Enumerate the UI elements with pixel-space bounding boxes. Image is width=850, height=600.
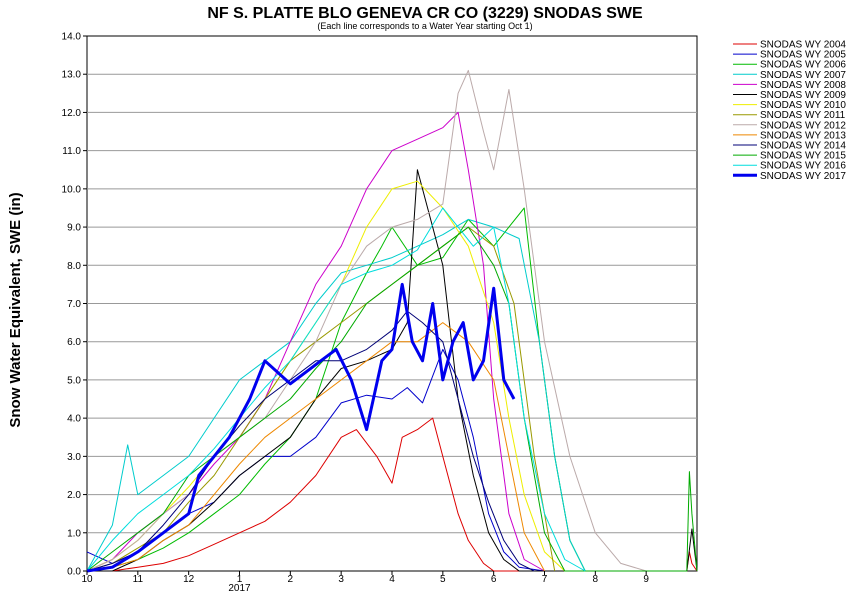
legend-label: SNODAS WY 2010 <box>760 100 846 111</box>
legend-label: SNODAS WY 2012 <box>760 120 846 131</box>
series-line-snodas-wy-2013 <box>86 322 545 572</box>
x-tick-label: 11 <box>133 574 144 585</box>
y-tick-label: 4.0 <box>67 414 81 425</box>
y-tick-label: 10.0 <box>62 184 82 195</box>
x-tick-label: 7 <box>542 574 548 585</box>
series-line-snodas-wy-2011 <box>86 226 556 572</box>
series-line-snodas-wy-2016 <box>86 207 586 572</box>
y-tick-label: 8.0 <box>67 261 81 272</box>
x-tick-label: 2 <box>288 574 294 585</box>
y-tick-label: 9.0 <box>67 223 81 234</box>
series-line-snodas-wy-2007 <box>86 218 586 572</box>
y-tick-label: 1.0 <box>67 528 81 539</box>
y-tick-label: 6.0 <box>67 337 81 348</box>
x-tick-label: 3 <box>338 574 344 585</box>
x-tick-label: 10 <box>81 574 93 585</box>
legend-label: SNODAS WY 2007 <box>760 70 846 81</box>
series-line-snodas-wy-2014 <box>86 310 535 572</box>
y-axis-label: Snow Water Equivalent, SWE (in) <box>7 192 24 427</box>
legend-label: SNODAS WY 2009 <box>760 90 846 101</box>
legend-label: SNODAS WY 2017 <box>760 171 846 182</box>
x-tick-label: 1 <box>237 574 243 585</box>
y-tick-label: 5.0 <box>67 375 81 386</box>
y-tick-label: 0.0 <box>67 567 81 578</box>
legend-label: SNODAS WY 2006 <box>760 60 846 71</box>
x-year-label: 2017 <box>228 583 251 594</box>
y-tick-label: 3.0 <box>67 452 81 463</box>
x-tick-label: 12 <box>183 574 195 585</box>
legend-label: SNODAS WY 2005 <box>760 50 846 61</box>
legend-label: SNODAS WY 2011 <box>760 110 846 121</box>
x-tick-label: 8 <box>593 574 599 585</box>
y-tick-label: 7.0 <box>67 299 81 310</box>
legend-label: SNODAS WY 2013 <box>760 130 846 141</box>
y-tick-label: 2.0 <box>67 490 81 501</box>
y-tick-label: 13.0 <box>62 70 82 81</box>
series-line-snodas-wy-2017 <box>86 282 516 573</box>
legend-label: SNODAS WY 2015 <box>760 151 846 162</box>
x-tick-label: 5 <box>440 574 446 585</box>
series-lines <box>86 69 698 573</box>
legend-label: SNODAS WY 2014 <box>760 141 846 152</box>
y-axis-ticks: 0.0 1.0 2.0 3.0 4.0 5.0 6.0 7.0 8.0 9.0 10.0 11.0 12… <box>62 32 87 578</box>
x-axis-ticks: 10 11 12 1 2 3 4 5 6 7 8 9 <box>81 571 649 585</box>
x-tick-label: 4 <box>389 574 395 585</box>
legend-label: SNODAS WY 2004 <box>760 40 846 51</box>
x-tick-label: 6 <box>491 574 497 585</box>
series-line-snodas-wy-2004 <box>87 417 698 572</box>
chart-subtitle: (Each line corresponds to a Water Year s… <box>317 21 532 31</box>
x-tick-label: 9 <box>643 574 649 585</box>
y-tick-label: 14.0 <box>62 32 82 43</box>
y-tick-label: 12.0 <box>62 108 82 119</box>
legend-label: SNODAS WY 2008 <box>760 80 846 91</box>
legend-label: SNODAS WY 2016 <box>760 161 846 172</box>
series-line-snodas-wy-2006 <box>86 207 586 572</box>
chart-title: NF S. PLATTE BLO GENEVA CR CO (3229) SNO… <box>207 5 643 22</box>
y-tick-label: 11.0 <box>62 146 81 157</box>
